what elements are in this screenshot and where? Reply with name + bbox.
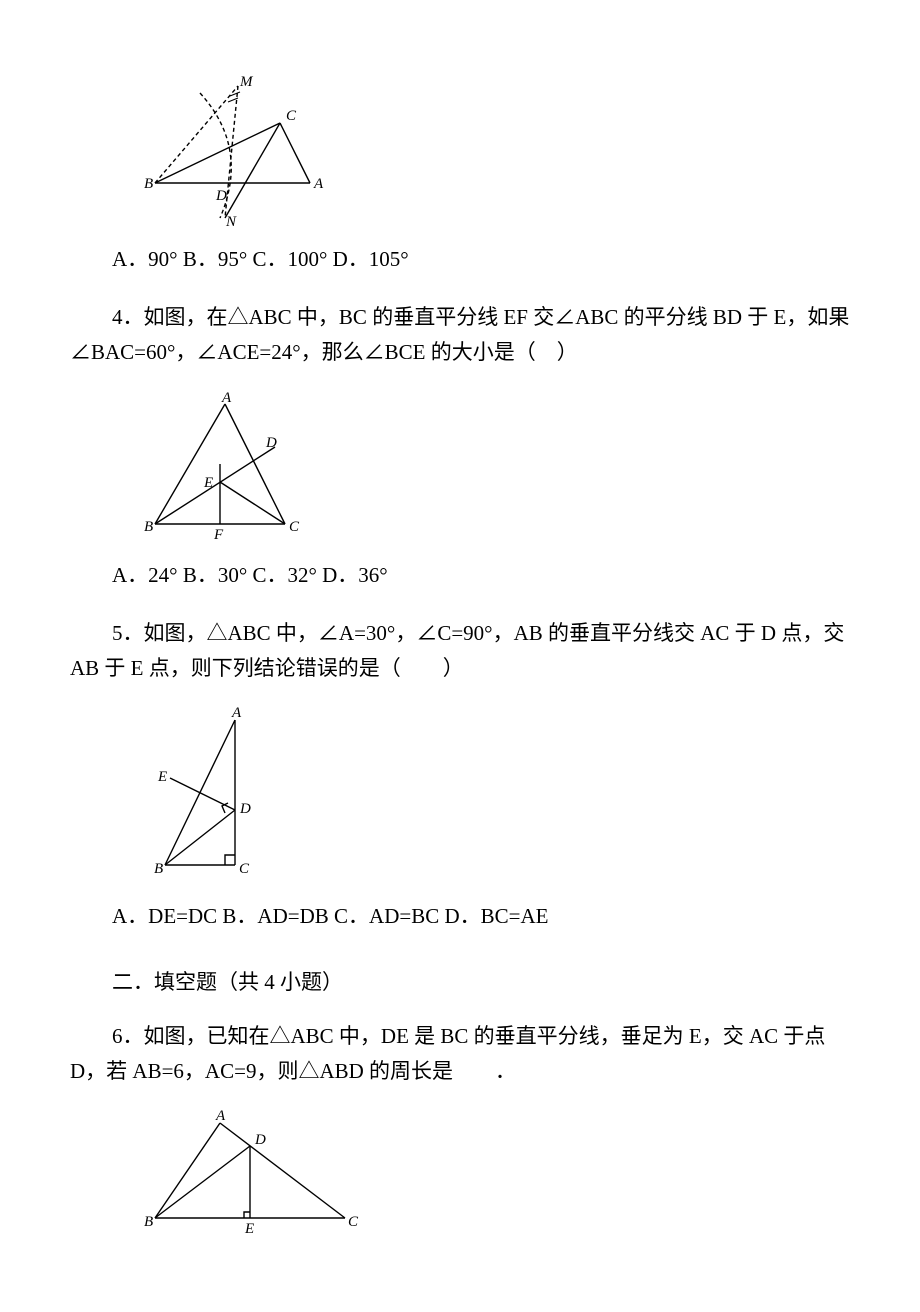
q4-options: A．24° B．30° C．32° D．36° [70, 558, 850, 594]
label-b: B [144, 1214, 153, 1230]
label-c: C [286, 108, 297, 124]
q3-options: A．90° B．95° C．100° D．105° [70, 242, 850, 278]
label-c: C [348, 1214, 359, 1230]
label-n: N [225, 214, 237, 228]
q4-text: 4．如图，在△ABC 中，BC 的垂直平分线 EF 交∠ABC 的平分线 BD … [70, 300, 850, 371]
label-a: A [231, 705, 242, 721]
label-d: D [254, 1132, 266, 1148]
label-a: A [221, 390, 232, 406]
label-c: C [239, 861, 250, 877]
label-b: B [154, 861, 163, 877]
label-e: E [203, 475, 213, 491]
q4-figure: A B C D E F [140, 389, 850, 544]
label-b: B [144, 519, 153, 535]
label-a: A [215, 1108, 226, 1124]
q6-figure: A B C D E [140, 1108, 850, 1238]
q5-options: A．DE=DC B．AD=DB C．AD=BC D．BC=AE [70, 899, 850, 935]
q5-figure: A B C D E [140, 705, 850, 885]
label-d: D [239, 801, 251, 817]
label-d: D [265, 435, 277, 451]
label-d: D [215, 188, 227, 204]
q3-figure: M C B D A N [140, 68, 850, 228]
q5-text: 5．如图，△ABC 中，∠A=30°，∠C=90°，AB 的垂直平分线交 AC … [70, 616, 850, 687]
label-a: A [313, 176, 324, 192]
label-e: E [157, 769, 167, 785]
section2-header: 二．填空题（共 4 小题） [70, 965, 850, 1001]
label-b: B [144, 176, 153, 192]
label-f: F [213, 527, 224, 543]
label-e: E [244, 1221, 254, 1237]
q6-text: 6．如图，已知在△ABC 中，DE 是 BC 的垂直平分线，垂足为 E，交 AC… [70, 1019, 850, 1090]
label-m: M [239, 74, 254, 90]
label-c: C [289, 519, 300, 535]
